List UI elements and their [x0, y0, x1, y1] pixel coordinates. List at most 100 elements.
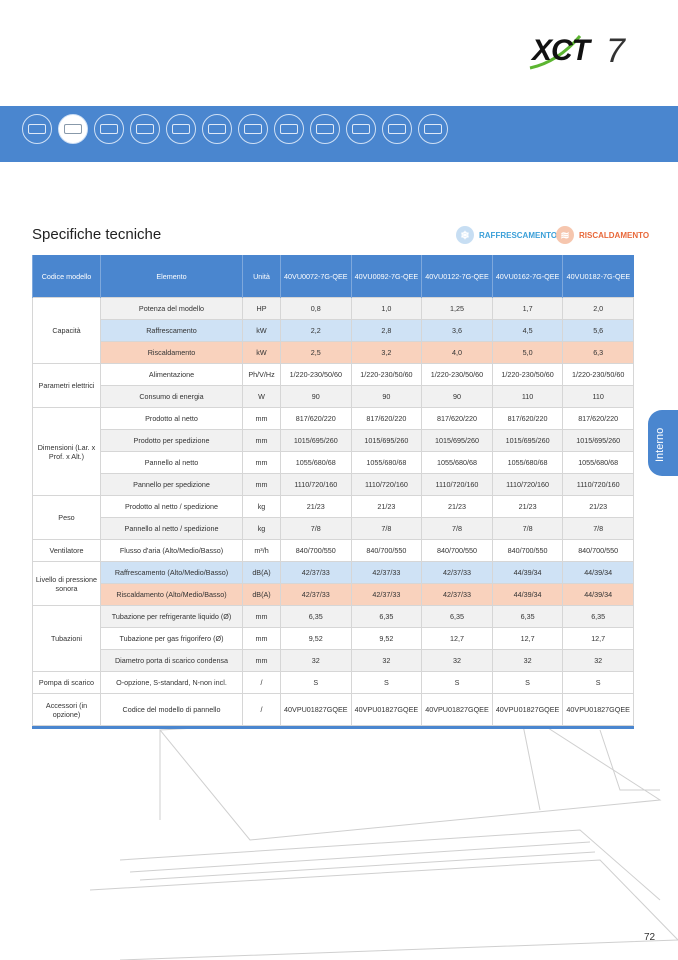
- side-tab-interno[interactable]: Interno: [648, 410, 678, 476]
- table-row: Diametro porta di scarico condensa mm 32 32…: [33, 649, 634, 672]
- value-cell: 40VPU01827GQEE: [491, 693, 564, 726]
- value-cell: 1/220-230/50/60: [491, 363, 564, 386]
- value-cell: 1,25: [421, 297, 493, 320]
- group-label: Peso: [32, 495, 101, 540]
- snowflake-icon: ❄: [456, 226, 474, 244]
- item-cell: Pannello al netto: [100, 451, 243, 474]
- value-cell: 40VPU01827GQEE: [350, 693, 423, 726]
- cassette-1way-icon[interactable]: [58, 114, 88, 144]
- legend-cooling-label: RAFFRESCAMENTO: [479, 230, 558, 240]
- table-row: Tubazione per gas frigorifero (Ø) mm 9,52 9…: [33, 627, 634, 650]
- cassette-1way-icon-glyph: [64, 124, 82, 134]
- value-cell: 42/37/33: [280, 561, 352, 584]
- value-cell: 1055/680/68: [421, 451, 493, 474]
- unit-cell: mm: [242, 429, 281, 452]
- value-cell: 42/37/33: [421, 583, 493, 606]
- ahu-icon[interactable]: [418, 114, 448, 144]
- table-row: Riscaldamento kW 2,5 3,2 4,0 5,0 6,3: [33, 341, 634, 364]
- cassette-round-icon[interactable]: [130, 114, 160, 144]
- value-cell: S: [562, 671, 634, 694]
- item-cell: Riscaldamento: [100, 341, 243, 364]
- unit-cell: dB(A): [242, 561, 281, 584]
- ceiling-floor-icon[interactable]: [346, 114, 376, 144]
- value-cell: 21/23: [562, 495, 634, 518]
- duct-high-pressure-icon-glyph: [244, 124, 262, 134]
- value-cell: 1015/695/260: [421, 429, 493, 452]
- column-header: Unità: [242, 255, 281, 298]
- value-cell: 32: [421, 649, 493, 672]
- value-cell: 840/700/550: [491, 539, 564, 562]
- value-cell: 21/23: [350, 495, 423, 518]
- value-cell: 7/8: [280, 517, 352, 540]
- unit-cell: /: [242, 671, 281, 694]
- group-label: Ventilatore: [32, 539, 101, 562]
- value-cell: 7/8: [350, 517, 423, 540]
- legend-heating: ≋ RISCALDAMENTO: [556, 226, 649, 244]
- table-row: Livello di pressione sonora Raffrescament…: [32, 561, 634, 606]
- duct-high-pressure-icon[interactable]: [238, 114, 268, 144]
- item-cell: Prodotto per spedizione: [100, 429, 243, 452]
- value-cell: 12,7: [491, 627, 564, 650]
- legend-heating-label: RISCALDAMENTO: [579, 230, 650, 240]
- unit-cell: /: [242, 693, 281, 726]
- unit-cell: W: [242, 385, 281, 408]
- value-cell: 40VPU01827GQEE: [280, 693, 352, 726]
- floor-standing-icon[interactable]: [382, 114, 412, 144]
- table-row: Riscaldamento (Alto/Medio/Basso) dB(A) 42/…: [33, 583, 634, 606]
- value-cell: 1110/720/160: [280, 473, 352, 496]
- group-label: Tubazioni: [32, 605, 101, 672]
- value-cell: 1055/680/68: [562, 451, 634, 474]
- value-cell: 6,35: [562, 605, 634, 628]
- value-cell: 1015/695/260: [562, 429, 634, 452]
- value-cell: 6,35: [350, 605, 423, 628]
- heat-icon: ≋: [556, 226, 574, 244]
- value-cell: 3,6: [421, 319, 493, 342]
- value-cell: 0,8: [280, 297, 352, 320]
- table-row: Prodotto per spedizione mm 1015/695/260 101…: [33, 429, 634, 452]
- unit-cell: mm: [242, 451, 281, 474]
- unit-cell: m³/h: [242, 539, 281, 562]
- cassette-compact-icon[interactable]: [94, 114, 124, 144]
- value-cell: S: [491, 671, 564, 694]
- group-label: Capacità: [32, 297, 101, 364]
- table-row: Consumo di energia W 90 90 90 110 110: [33, 385, 634, 408]
- value-cell: 90: [280, 385, 352, 408]
- cassette-4way-icon-glyph: [28, 124, 46, 134]
- value-cell: 1015/695/260: [491, 429, 564, 452]
- value-cell: 44/39/34: [562, 561, 634, 584]
- value-cell: 840/700/550: [562, 539, 634, 562]
- value-cell: 5,6: [562, 319, 634, 342]
- value-cell: 42/37/33: [350, 561, 423, 584]
- table-bottom-border: [32, 726, 634, 729]
- ahu-icon-glyph: [424, 124, 442, 134]
- value-cell: 42/37/33: [350, 583, 423, 606]
- value-cell: S: [421, 671, 493, 694]
- table-row: Ventilatore Flusso d'aria (Alto/Medio/Bas…: [32, 539, 634, 562]
- value-cell: 42/37/33: [421, 561, 493, 584]
- value-cell: 817/620/220: [562, 407, 634, 430]
- value-cell: 1110/720/160: [421, 473, 493, 496]
- table-row: Pompa di scarico O-opzione, S-standard, N…: [32, 671, 634, 694]
- duct-icon-glyph: [172, 124, 190, 134]
- category-icon-bar: [22, 114, 448, 144]
- item-cell: Pannello al netto / spedizione: [100, 517, 243, 540]
- duct-slim-icon[interactable]: [202, 114, 232, 144]
- value-cell: 6,35: [280, 605, 352, 628]
- group-label: Dimensioni (Lar. x Prof. x Alt.): [32, 407, 101, 496]
- value-cell: 817/620/220: [491, 407, 564, 430]
- value-cell: 840/700/550: [350, 539, 423, 562]
- item-cell: Codice del modello di pannello: [100, 693, 243, 726]
- value-cell: 40VPU01827GQEE: [562, 693, 634, 726]
- value-cell: 90: [350, 385, 423, 408]
- console-icon[interactable]: [310, 114, 340, 144]
- duct-icon[interactable]: [166, 114, 196, 144]
- group-label: Pompa di scarico: [32, 671, 101, 694]
- value-cell: 7/8: [421, 517, 493, 540]
- group-label: Accessori (in opzione): [32, 693, 101, 726]
- table-row: Tubazioni Tubazione per refrigerante liqu…: [32, 605, 634, 672]
- wall-mounted-icon[interactable]: [274, 114, 304, 144]
- item-cell: O-opzione, S-standard, N-non incl.: [100, 671, 243, 694]
- cassette-4way-icon[interactable]: [22, 114, 52, 144]
- value-cell: 6,35: [421, 605, 493, 628]
- ceiling-floor-icon-glyph: [352, 124, 370, 134]
